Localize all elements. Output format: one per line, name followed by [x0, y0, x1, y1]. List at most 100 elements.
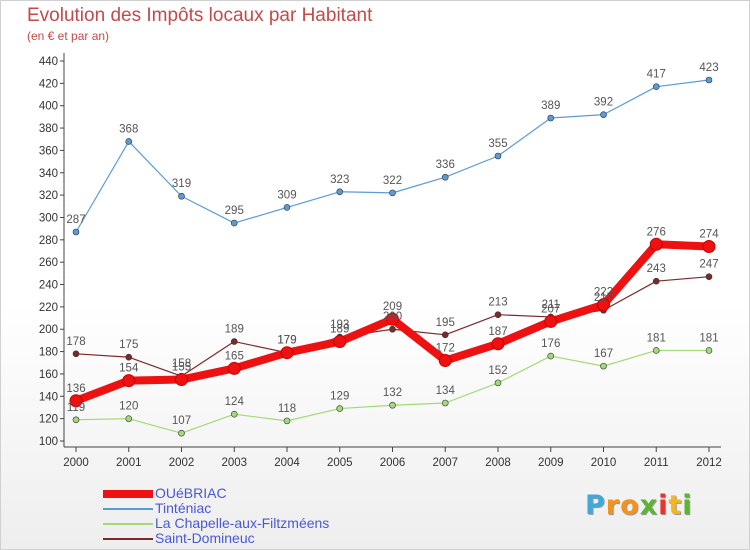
point-ouebriac [702, 240, 716, 254]
point-la-chapelle-aux-filtzmeens [72, 416, 80, 424]
point-ouebriac [175, 373, 188, 387]
y-tick-label: 280 [39, 235, 58, 247]
data-label-ouebriac: 154 [119, 363, 139, 375]
data-label-tinteniac: 336 [436, 159, 455, 171]
point-tinteniac [72, 228, 80, 236]
point-ouebriac [649, 237, 663, 251]
data-label-saint-domineuc: 189 [225, 324, 244, 336]
y-tick-label: 320 [39, 190, 58, 202]
data-label-saint-domineuc: 193 [330, 319, 349, 331]
data-label-tinteniac: 322 [383, 175, 402, 187]
y-tick-label: 260 [39, 257, 58, 269]
point-tinteniac [283, 204, 291, 211]
data-label-la-chapelle-aux-filtzmeens: 132 [383, 387, 402, 399]
point-tinteniac [389, 189, 396, 197]
legend-swatch-la-chapelle-aux-filtzmeens [103, 522, 153, 525]
data-label-la-chapelle-aux-filtzmeens: 118 [278, 403, 296, 415]
point-ouebriac [491, 337, 505, 351]
point-la-chapelle-aux-filtzmeens [230, 410, 238, 418]
logo-letter: i [682, 490, 693, 521]
point-tinteniac [178, 192, 185, 200]
data-label-la-chapelle-aux-filtzmeens: 152 [488, 365, 507, 377]
point-la-chapelle-aux-filtzmeens [652, 347, 660, 354]
legend-item-ouebriac: OUéBRIAC [103, 486, 329, 501]
data-label-ouebriac: 222 [594, 287, 613, 299]
data-label-ouebriac: 274 [699, 229, 719, 241]
x-tick-label: 2005 [327, 457, 353, 469]
legend-label: OUéBRIAC [155, 485, 227, 501]
data-label-tinteniac: 323 [330, 174, 349, 186]
data-label-tinteniac: 287 [66, 214, 85, 226]
point-saint-domineuc [652, 277, 660, 285]
data-label-saint-domineuc: 195 [436, 317, 455, 329]
series-lines [72, 79, 713, 434]
chart-subtitle: (en € et par an) [27, 29, 110, 43]
proxiti-logo: Proxiti [585, 490, 693, 521]
y-tick-label: 120 [39, 414, 58, 426]
y-tick-label: 400 [39, 101, 58, 113]
data-label-tinteniac: 423 [699, 62, 718, 74]
legend-swatch-saint-domineuc [103, 537, 153, 540]
point-la-chapelle-aux-filtzmeens [389, 401, 396, 409]
chart-title: Evolution des Impôts locaux par Habitant [27, 5, 373, 26]
x-tick-label: 2007 [432, 457, 458, 469]
y-tick-label: 300 [39, 212, 58, 224]
data-label-saint-domineuc: 179 [277, 335, 296, 347]
legend-item-tinteniac: Tinténiac [103, 501, 329, 516]
legend-item-la-chapelle-aux-filtzmeens: La Chapelle-aux-Filtzméens [103, 516, 329, 531]
y-tick-label: 360 [39, 145, 58, 157]
y-tick-label: 220 [39, 302, 58, 314]
data-label-tinteniac: 319 [172, 178, 191, 190]
x-tick-label: 2012 [696, 457, 722, 469]
x-tick-label: 2008 [485, 457, 511, 469]
x-tick-label: 2006 [380, 457, 406, 469]
data-label-saint-domineuc: 175 [119, 339, 138, 351]
data-label-la-chapelle-aux-filtzmeens: 181 [647, 332, 666, 344]
data-label-saint-domineuc: 217 [594, 292, 613, 304]
logo-letter: i [658, 490, 669, 521]
x-tick-label: 2002 [169, 457, 195, 469]
data-label-saint-domineuc: 247 [699, 259, 718, 271]
x-tick-label: 2010 [591, 457, 617, 469]
logo-letter: t [668, 490, 683, 521]
data-label-la-chapelle-aux-filtzmeens: 181 [699, 332, 718, 344]
point-la-chapelle-aux-filtzmeens [547, 352, 555, 360]
data-label-saint-domineuc: 178 [66, 336, 85, 348]
x-tick-label: 2001 [116, 457, 142, 469]
data-label-saint-domineuc: 243 [647, 263, 666, 275]
point-tinteniac [705, 76, 713, 84]
point-tinteniac [494, 152, 502, 160]
y-tick-label: 100 [39, 436, 58, 448]
data-label-la-chapelle-aux-filtzmeens: 134 [436, 385, 456, 397]
point-tinteniac [652, 83, 660, 91]
point-saint-domineuc [441, 331, 449, 339]
x-tick-label: 2011 [644, 457, 669, 469]
data-label-ouebriac: 136 [66, 383, 85, 395]
y-tick-label: 160 [39, 369, 58, 381]
point-la-chapelle-aux-filtzmeens [125, 415, 133, 422]
x-tick-label: 2003 [221, 457, 247, 469]
point-saint-domineuc [125, 353, 133, 361]
point-ouebriac [386, 312, 399, 326]
y-tick-label: 340 [39, 168, 58, 180]
data-label-ouebriac: 179 [277, 335, 296, 347]
data-label-ouebriac: 155 [172, 362, 191, 374]
data-label-ouebriac: 189 [330, 324, 349, 336]
data-label-la-chapelle-aux-filtzmeens: 120 [119, 401, 138, 413]
point-tinteniac [441, 173, 449, 181]
data-label-la-chapelle-aux-filtzmeens: 124 [225, 396, 245, 408]
point-tinteniac [600, 111, 607, 118]
point-la-chapelle-aux-filtzmeens [336, 405, 344, 412]
point-la-chapelle-aux-filtzmeens [178, 429, 185, 437]
point-ouebriac [69, 394, 83, 408]
legend-label: Saint-Domineuc [155, 530, 255, 546]
point-la-chapelle-aux-filtzmeens [600, 362, 607, 370]
series-line-tinteniac [75, 79, 710, 233]
y-tick-label: 200 [39, 324, 58, 336]
y-tick-label: 240 [39, 280, 58, 292]
x-tick-label: 2009 [538, 457, 564, 469]
data-label-la-chapelle-aux-filtzmeens: 129 [330, 391, 349, 403]
y-tick-label: 440 [39, 56, 58, 68]
legend-label: Tinténiac [155, 500, 212, 516]
